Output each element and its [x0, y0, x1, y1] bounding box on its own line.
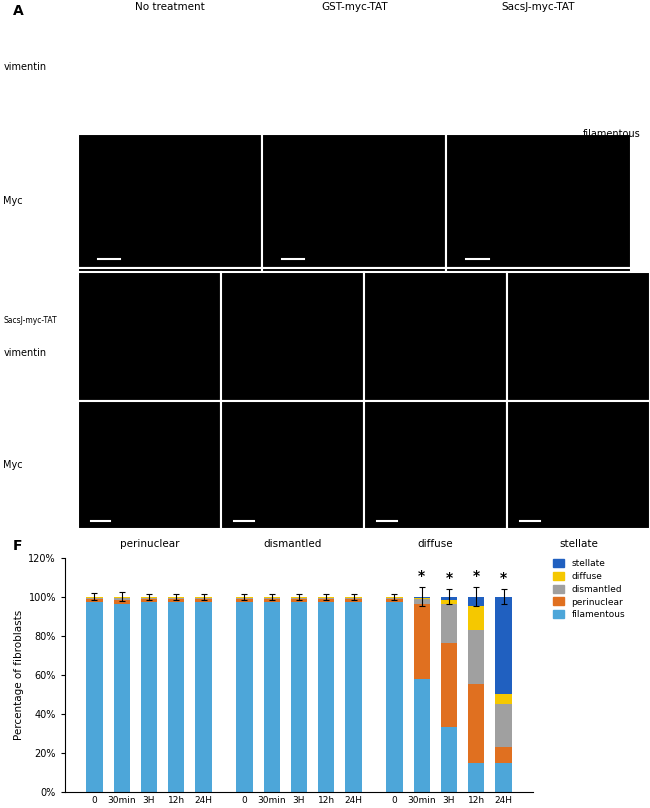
Bar — [196, 599, 212, 603]
Text: perinuclear: perinuclear — [120, 539, 179, 549]
Text: diffuse: diffuse — [418, 539, 453, 549]
Bar — [263, 598, 280, 599]
Bar — [318, 603, 335, 792]
Bar — [413, 599, 430, 604]
Text: vimentin: vimentin — [3, 347, 46, 358]
Bar — [468, 629, 484, 684]
Bar — [413, 679, 430, 792]
Bar — [114, 598, 130, 600]
Bar — [468, 763, 484, 792]
Bar — [236, 599, 253, 603]
Bar — [413, 598, 430, 599]
Text: *: * — [473, 569, 480, 583]
Bar — [196, 603, 212, 792]
Bar — [495, 747, 512, 763]
Bar — [413, 604, 430, 679]
Bar — [468, 684, 484, 763]
Bar — [386, 603, 402, 792]
Bar — [441, 727, 457, 792]
Bar — [196, 598, 212, 599]
Bar — [168, 599, 185, 603]
Bar — [345, 603, 362, 792]
Text: A: A — [13, 4, 24, 18]
Text: Myc: Myc — [3, 460, 23, 470]
Text: SacsJ-myc-TAT: SacsJ-myc-TAT — [502, 2, 575, 12]
Bar — [468, 596, 484, 606]
Bar — [386, 598, 402, 599]
Bar — [468, 606, 484, 629]
Bar — [86, 603, 103, 792]
Text: dismantled: dismantled — [263, 539, 322, 549]
Bar — [291, 598, 307, 599]
Bar — [168, 598, 185, 599]
Bar — [441, 596, 457, 600]
Text: *: * — [418, 569, 425, 583]
Bar — [263, 603, 280, 792]
Text: Myc: Myc — [3, 196, 23, 206]
Text: B: B — [81, 275, 92, 288]
Bar — [413, 596, 430, 598]
Text: F: F — [13, 540, 23, 553]
Bar — [318, 599, 335, 603]
Bar — [86, 598, 103, 599]
Bar — [441, 600, 457, 604]
Bar — [141, 598, 157, 599]
Legend: stellate, diffuse, dismantled, perinuclear, filamentous: stellate, diffuse, dismantled, perinucle… — [552, 558, 627, 621]
Bar — [441, 604, 457, 643]
Text: D: D — [367, 275, 379, 288]
Bar — [236, 598, 253, 599]
Text: *: * — [445, 571, 452, 585]
Bar — [168, 603, 185, 792]
Bar — [345, 598, 362, 599]
Text: filamentous: filamentous — [582, 129, 640, 139]
Text: No treatment: No treatment — [135, 2, 205, 12]
Bar — [114, 604, 130, 792]
Bar — [495, 596, 512, 694]
Bar — [495, 694, 512, 704]
Text: *: * — [500, 571, 507, 585]
Text: C: C — [224, 275, 235, 288]
Bar — [318, 598, 335, 599]
Text: GST-myc-TAT: GST-myc-TAT — [321, 2, 387, 12]
Text: stellate: stellate — [559, 539, 598, 549]
Bar — [495, 704, 512, 747]
Bar — [141, 603, 157, 792]
Bar — [291, 599, 307, 603]
Bar — [114, 600, 130, 604]
Bar — [345, 599, 362, 603]
Text: E: E — [510, 275, 520, 288]
Text: SacsJ-myc-TAT: SacsJ-myc-TAT — [3, 316, 57, 325]
Bar — [291, 603, 307, 792]
Bar — [495, 763, 512, 792]
Bar — [386, 599, 402, 603]
Bar — [441, 643, 457, 727]
Bar — [86, 599, 103, 603]
Text: vimentin: vimentin — [3, 62, 46, 72]
Bar — [236, 603, 253, 792]
Bar — [141, 599, 157, 603]
Y-axis label: Percentage of fibroblasts: Percentage of fibroblasts — [14, 609, 24, 740]
Bar — [263, 599, 280, 603]
